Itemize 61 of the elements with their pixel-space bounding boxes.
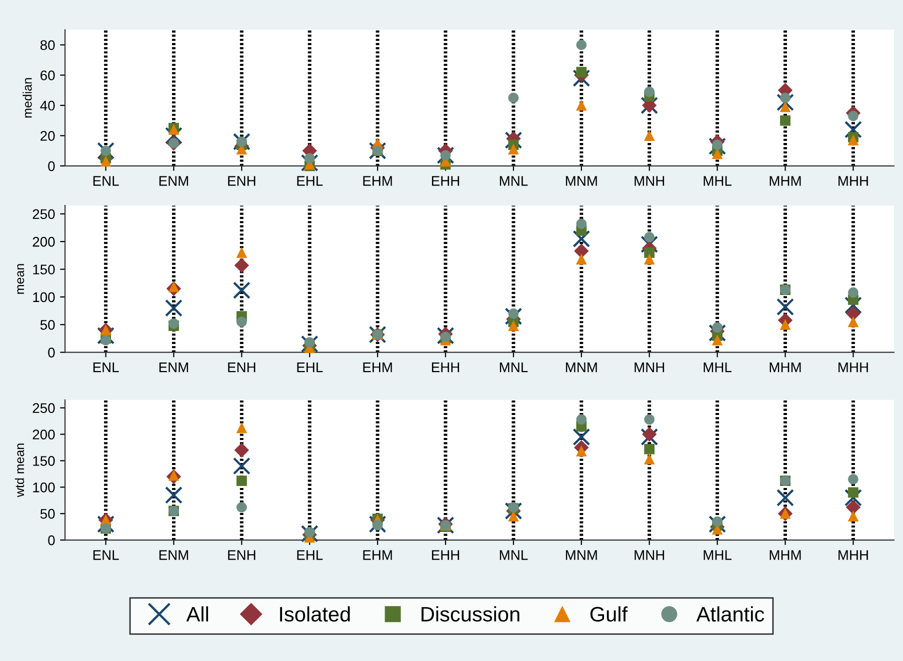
y-tick-label: 60 bbox=[40, 70, 55, 80]
x-tick-label: ENM bbox=[159, 176, 188, 186]
legend-label: Discussion bbox=[422, 606, 520, 622]
legend-label: All bbox=[186, 606, 208, 622]
x-tick-label: ENH bbox=[228, 176, 256, 186]
y-tick-label: 200 bbox=[32, 430, 55, 440]
y-tick-label: 0 bbox=[48, 348, 55, 358]
x-tick-label: MNL bbox=[500, 176, 528, 186]
x-tick-label: MNH bbox=[634, 362, 664, 372]
x-tick-label: MNL bbox=[500, 550, 528, 560]
x-tick-label: EHM bbox=[363, 362, 392, 372]
y-axis-title: median bbox=[22, 78, 32, 118]
x-tick-label: ENM bbox=[159, 362, 188, 372]
legend-label: Isolated bbox=[280, 606, 350, 622]
legend-label: Gulf bbox=[590, 606, 628, 622]
x-tick-label: MHL bbox=[704, 362, 732, 372]
x-tick-label: EHH bbox=[432, 550, 460, 560]
y-tick-label: 50 bbox=[40, 508, 55, 519]
x-tick-label: EHL bbox=[297, 176, 323, 186]
y-tick-label: 250 bbox=[32, 209, 55, 220]
y-tick-label: 150 bbox=[33, 264, 55, 274]
y-tick-label: 100 bbox=[33, 482, 55, 492]
x-tick-label: EHL bbox=[297, 550, 323, 560]
x-tick-label: MHL bbox=[704, 550, 732, 560]
y-tick-label: 200 bbox=[32, 236, 55, 247]
legend-label: Atlantic bbox=[696, 606, 764, 622]
x-tick-label: MHH bbox=[838, 362, 868, 372]
x-tick-label: ENL bbox=[93, 550, 119, 560]
x-tick-label: EHH bbox=[432, 176, 460, 186]
x-tick-label: ENH bbox=[228, 362, 256, 372]
x-tick-label: EHM bbox=[363, 550, 392, 560]
y-tick-label: 50 bbox=[40, 320, 55, 330]
x-tick-label: ENH bbox=[228, 550, 256, 560]
x-tick-label: MHL bbox=[704, 176, 732, 186]
y-tick-label: 20 bbox=[40, 130, 55, 141]
x-tick-label: MHM bbox=[770, 362, 801, 372]
x-tick-label: EHL bbox=[297, 362, 323, 372]
x-tick-label: ENM bbox=[159, 550, 188, 560]
x-tick-label: MHM bbox=[770, 176, 801, 186]
x-tick-label: MNM bbox=[566, 550, 597, 560]
x-tick-label: MNM bbox=[566, 362, 597, 372]
x-tick-label: MHH bbox=[838, 550, 868, 560]
y-tick-label: 80 bbox=[40, 40, 55, 50]
x-tick-label: ENL bbox=[93, 176, 119, 186]
y-axis-title: mean bbox=[17, 264, 24, 294]
y-tick-label: 100 bbox=[33, 292, 55, 302]
x-tick-label: MNH bbox=[634, 550, 664, 560]
x-tick-label: ENL bbox=[93, 362, 119, 372]
y-axis-title: wtd mean bbox=[14, 444, 24, 498]
x-tick-label: MHH bbox=[838, 176, 868, 186]
y-tick-label: 0 bbox=[48, 161, 55, 172]
x-tick-label: MHM bbox=[770, 550, 801, 560]
y-tick-label: 150 bbox=[33, 456, 55, 466]
x-tick-label: EHM bbox=[363, 176, 392, 186]
y-tick-label: 250 bbox=[32, 403, 55, 414]
x-tick-label: MNH bbox=[634, 176, 664, 186]
x-tick-label: MNL bbox=[500, 362, 528, 372]
y-tick-label: 40 bbox=[40, 100, 55, 111]
x-tick-label: MNM bbox=[566, 176, 597, 186]
x-tick-label: EHH bbox=[432, 362, 460, 372]
y-tick-label: 0 bbox=[48, 535, 55, 546]
